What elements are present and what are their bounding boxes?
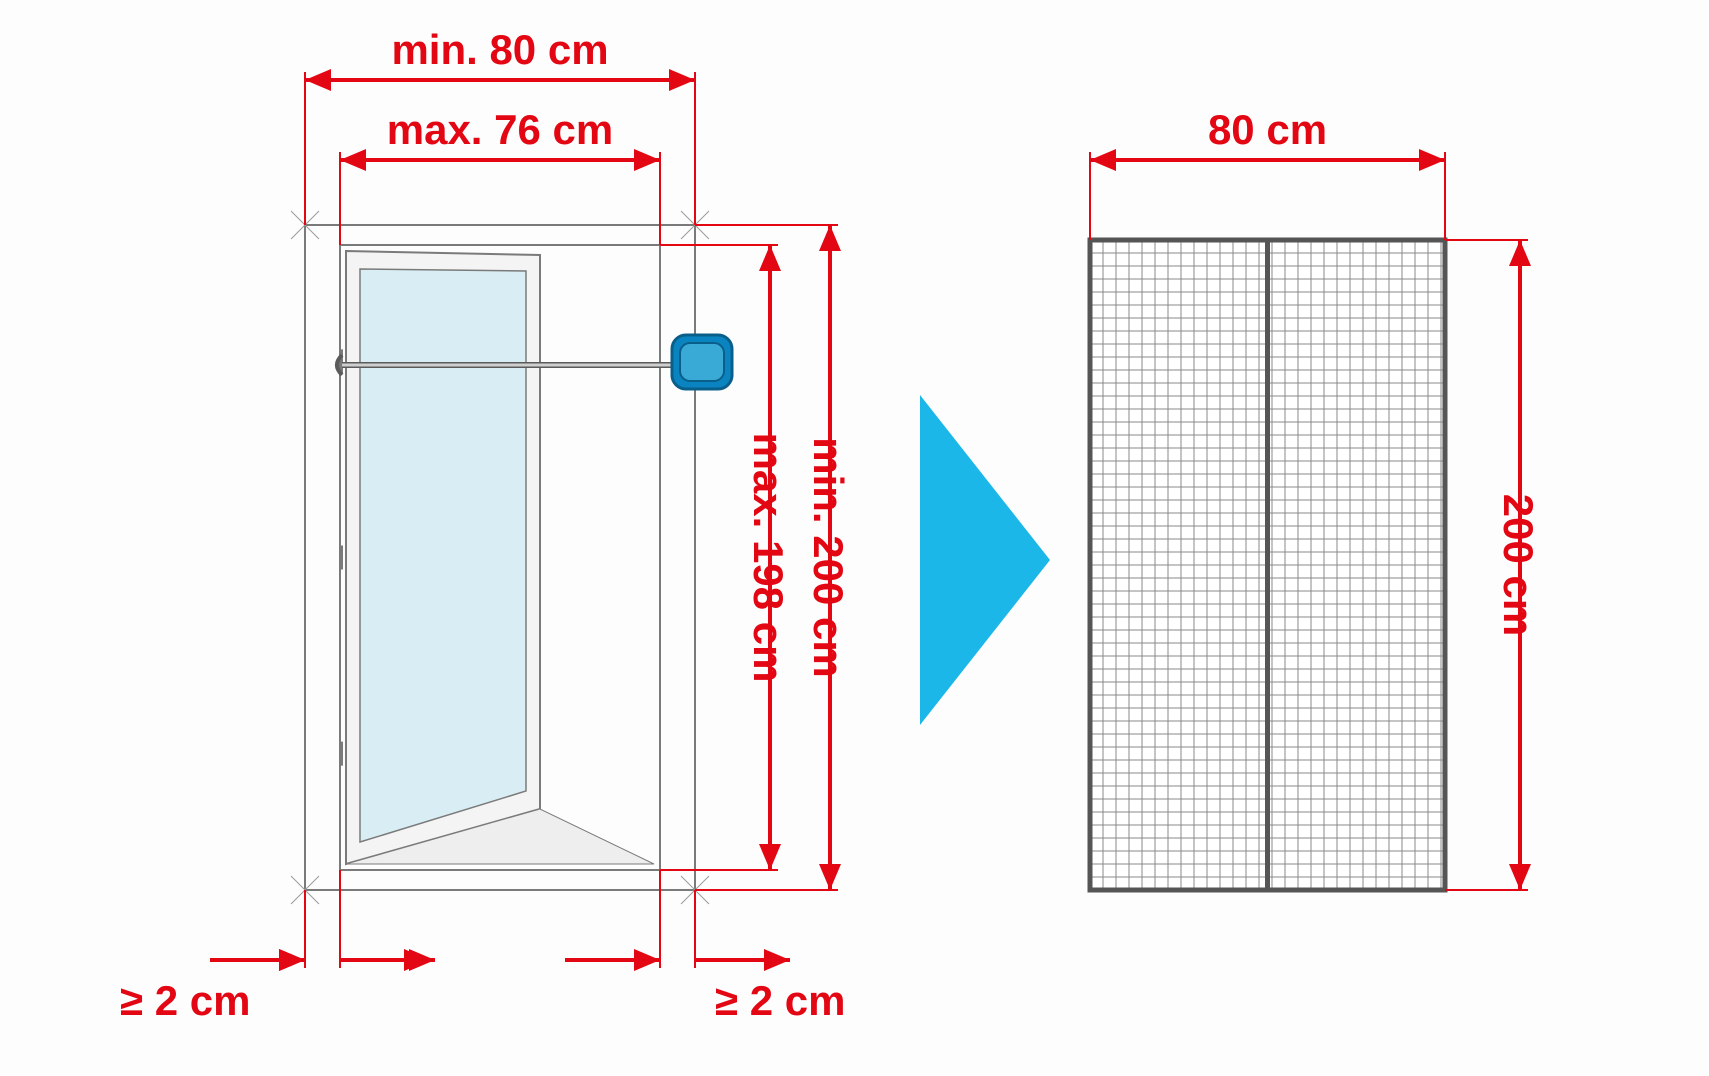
dim-mesh-right: 200 cm bbox=[1495, 494, 1542, 636]
dim-right-outer: min. 200 cm bbox=[805, 437, 852, 677]
dim-mesh-top: 80 cm bbox=[1208, 106, 1327, 153]
mesh-screen bbox=[1090, 240, 1445, 890]
arrow-icon bbox=[920, 395, 1050, 725]
dim-right-inner: max. 198 cm bbox=[745, 433, 792, 683]
door-diagram bbox=[291, 211, 732, 904]
dim-top-inner: max. 76 cm bbox=[387, 106, 614, 153]
dim-top-outer: min. 80 cm bbox=[391, 26, 608, 73]
dim-gap-right: ≥ 2 cm bbox=[715, 977, 845, 1024]
dim-gap-left: ≥ 2 cm bbox=[120, 977, 250, 1024]
